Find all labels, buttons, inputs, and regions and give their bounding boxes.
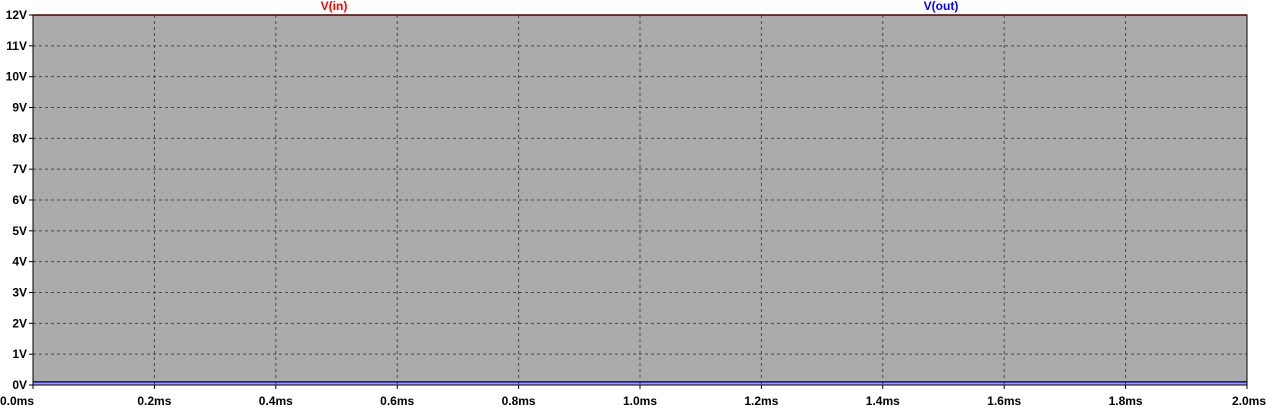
x-tick-label: 1.4ms xyxy=(866,394,900,408)
y-tick-label: 9V xyxy=(12,101,27,115)
y-tick-label: 10V xyxy=(6,70,27,84)
grid-lines xyxy=(33,15,1247,385)
y-tick-label: 3V xyxy=(12,286,27,300)
trace-labels: V(in) V(out) xyxy=(321,0,959,13)
y-tick-label: 7V xyxy=(12,162,27,176)
x-tick-label: 1.0ms xyxy=(623,394,657,408)
y-tick-label: 12V xyxy=(6,8,27,22)
x-tick-label: 0.6ms xyxy=(380,394,414,408)
x-tick-label: 1.8ms xyxy=(1109,394,1143,408)
y-tick-label: 5V xyxy=(12,224,27,238)
y-tick-label: 1V xyxy=(12,347,27,361)
series-label: V(in) xyxy=(321,0,348,13)
x-tick-label: 1.6ms xyxy=(987,394,1021,408)
series-label: V(out) xyxy=(924,0,959,13)
y-tick-label: 6V xyxy=(12,193,27,207)
y-tick-label: 4V xyxy=(12,255,27,269)
y-axis-ticks: 12V 11V 10V 9V 8V 7V 6V 5V 4V 3V 2V 1V 0V xyxy=(6,8,33,392)
x-tick-label: 0.8ms xyxy=(502,394,536,408)
y-tick-label: 8V xyxy=(12,131,27,145)
x-tick-label: 0.2ms xyxy=(137,394,171,408)
x-tick-label: 0.0ms xyxy=(0,394,34,408)
y-tick-label: 0V xyxy=(12,378,27,392)
x-tick-label: 2.0ms xyxy=(1232,394,1266,408)
x-tick-label: 1.2ms xyxy=(744,394,778,408)
y-tick-label: 2V xyxy=(12,316,27,330)
y-tick-label: 11V xyxy=(6,39,27,53)
x-axis-ticks: 0.0ms 0.2ms 0.4ms 0.6ms 0.8ms 1.0ms 1.2ms 1.4ms… xyxy=(0,385,1266,408)
x-tick-label: 0.4ms xyxy=(259,394,293,408)
